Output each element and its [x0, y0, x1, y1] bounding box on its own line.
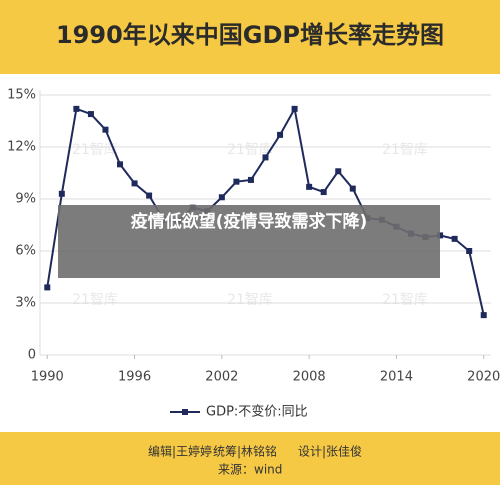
point: [233, 178, 240, 185]
x-tick-label: 2020: [467, 370, 500, 385]
watermark: 21智库: [72, 142, 118, 158]
watermark: 21智库: [382, 292, 428, 308]
y-tick-label: 15%: [7, 88, 36, 103]
point: [117, 161, 124, 168]
point: [466, 248, 473, 254]
point: [335, 168, 342, 175]
point: [58, 190, 65, 197]
point: [131, 180, 138, 187]
point: [247, 176, 254, 183]
point: [218, 194, 225, 201]
y-tick-label: 9%: [15, 192, 36, 207]
point: [73, 105, 80, 112]
x-tick-label: 2014: [380, 370, 413, 385]
point: [451, 235, 458, 242]
x-tick-label: 2008: [293, 370, 326, 385]
x-tick-label: 1990: [31, 370, 64, 385]
y-tick-label: 6%: [15, 244, 36, 259]
point: [291, 105, 298, 112]
point: [306, 183, 313, 190]
y-tick-label: 3%: [15, 296, 36, 311]
x-tick-label: 1996: [118, 370, 151, 385]
point: [349, 185, 356, 192]
point: [277, 131, 284, 138]
y-tick-label: 0: [28, 348, 36, 363]
point: [146, 192, 153, 199]
overlay-caption: 疫情低欲望(疫情导致需求下降): [58, 205, 440, 278]
watermark: 21智库: [227, 292, 273, 308]
point: [44, 284, 51, 291]
watermark: 21智库: [382, 142, 428, 158]
point: [437, 232, 444, 239]
legend-marker: [182, 409, 188, 415]
point: [480, 312, 487, 319]
watermark: 21智库: [227, 142, 273, 158]
watermark: 21智库: [72, 292, 118, 308]
x-tick-label: 2002: [205, 370, 238, 385]
point: [87, 111, 94, 118]
footer-credit: 设计|张佳俊: [298, 444, 362, 459]
footer-credit: 统筹|林铭铭: [213, 444, 277, 459]
point: [320, 189, 327, 196]
chart-title: 1990年以来中国GDP增长率走势图: [56, 21, 444, 49]
y-tick-label: 12%: [7, 140, 36, 155]
footer-source: 来源：wind: [218, 463, 282, 477]
legend-label: GDP:不变价:同比: [206, 404, 308, 420]
point: [102, 126, 109, 133]
footer-credit: 编辑|王婷婷: [148, 444, 212, 459]
point: [262, 154, 269, 161]
